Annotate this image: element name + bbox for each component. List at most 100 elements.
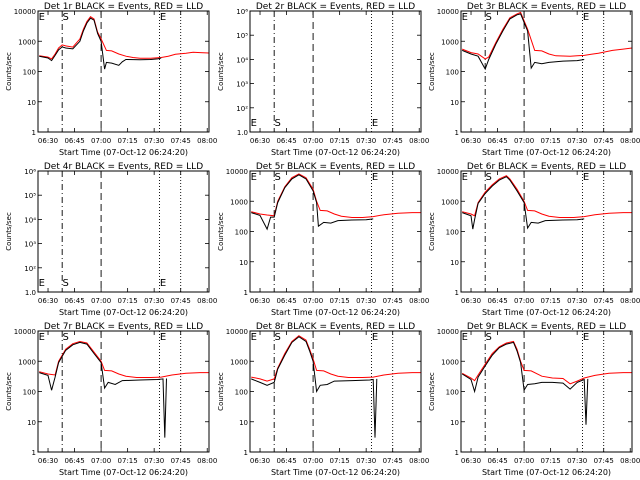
x-tick-label: 07:00 <box>303 297 323 305</box>
chart-title: Det 2r BLACK = Events, RED = LLD <box>256 2 415 12</box>
marker-label-e: E <box>372 332 378 343</box>
y-tick-label: 10 <box>27 99 36 107</box>
marker-label-e: E <box>160 332 166 343</box>
y-tick-label: 1000 <box>230 358 248 366</box>
chart-panel-5: Det 5r BLACK = Events, RED = LLD Counts/s… <box>217 162 429 317</box>
chart-panel-6: Det 6r BLACK = Events, RED = LLD Counts/s… <box>428 162 640 317</box>
x-axis-label: Start Time (07-Oct-12 06:24:20) <box>59 468 188 477</box>
x-tick-label: 07:15 <box>330 457 350 465</box>
y-axis-label: Counts/sec <box>5 212 13 251</box>
y-tick-label: 10 <box>239 259 248 267</box>
x-tick-label: 08:00 <box>197 137 217 145</box>
y-tick-label: 10 <box>450 259 459 267</box>
marker-label-e: E <box>462 332 468 343</box>
marker-label-e: E <box>160 12 166 23</box>
y-tick-label: 100 <box>23 69 36 77</box>
plot-frame <box>460 330 633 453</box>
y-tick-label: 10000 <box>14 8 36 16</box>
y-axis-label: Counts/sec <box>428 52 436 91</box>
y-tick-label: 10⁶ <box>24 168 36 176</box>
y-tick-label: 1 <box>32 449 36 457</box>
x-axis-label: Start Time (07-Oct-12 06:24:20) <box>59 148 188 157</box>
marker-label-e: E <box>462 12 468 23</box>
chart-title: Det 8r BLACK = Events, RED = LLD <box>256 322 415 332</box>
events-series-line <box>462 176 585 230</box>
chart-title: Det 9r BLACK = Events, RED = LLD <box>467 322 626 332</box>
x-tick-label: 07:00 <box>91 297 111 305</box>
marker-label-e: E <box>39 12 45 23</box>
x-axis-label: Start Time (07-Oct-12 06:24:20) <box>59 308 188 317</box>
y-tick-label: 1000 <box>18 358 36 366</box>
lld-series-line <box>462 175 632 218</box>
marker-label-s: S <box>275 118 281 129</box>
marker-label-e: E <box>583 332 589 343</box>
x-tick-label: 06:30 <box>250 457 270 465</box>
y-tick-label: 10000 <box>437 168 459 176</box>
marker-label-s: S <box>275 172 281 183</box>
y-tick-label: 1000 <box>441 38 459 46</box>
chart-title: Det 7r BLACK = Events, RED = LLD <box>44 322 203 332</box>
x-tick-label: 07:45 <box>594 137 614 145</box>
marker-label-e: E <box>251 332 257 343</box>
y-tick-label: 1000 <box>441 198 459 206</box>
x-tick-label: 07:30 <box>356 137 376 145</box>
x-tick-label: 07:45 <box>383 457 403 465</box>
y-tick-label: 10⁴ <box>236 56 248 64</box>
marker-label-s: S <box>275 332 281 343</box>
chart-panel-2: Det 2r BLACK = Events, RED = LLD Counts/s… <box>217 2 429 157</box>
chart-panel-7: Det 7r BLACK = Events, RED = LLD Counts/s… <box>5 322 217 477</box>
y-tick-label: 10 <box>450 419 459 427</box>
y-tick-label: 1 <box>455 449 459 457</box>
x-tick-label: 08:00 <box>409 297 429 305</box>
chart-panel-1: Det 1r BLACK = Events, RED = LLD Counts/s… <box>5 2 217 157</box>
x-tick-label: 07:15 <box>118 457 138 465</box>
x-tick-label: 07:15 <box>541 297 561 305</box>
plot-frame <box>460 170 633 293</box>
x-tick-label: 07:45 <box>383 137 403 145</box>
x-tick-label: 06:45 <box>276 457 296 465</box>
lld-series-line <box>462 11 633 60</box>
marker-label-e: E <box>39 332 45 343</box>
plot-frame <box>37 170 210 293</box>
y-tick-label: 1000 <box>18 38 36 46</box>
y-axis-label: Counts/sec <box>428 372 436 411</box>
x-tick-label: 06:45 <box>64 457 84 465</box>
marker-label-e: E <box>251 172 257 183</box>
x-axis-label: Start Time (07-Oct-12 06:24:20) <box>482 148 611 157</box>
x-tick-label: 07:30 <box>567 457 587 465</box>
marker-label-s: S <box>63 278 69 289</box>
x-tick-label: 06:45 <box>487 297 507 305</box>
x-tick-label: 07:30 <box>356 297 376 305</box>
chart-title: Det 1r BLACK = Events, RED = LLD <box>44 2 203 12</box>
x-tick-label: 07:45 <box>594 457 614 465</box>
y-tick-label: 10⁵ <box>236 32 248 40</box>
y-tick-label: 1 <box>244 289 248 297</box>
y-axis-label: Counts/sec <box>217 52 225 91</box>
x-tick-label: 07:30 <box>567 297 587 305</box>
marker-label-s: S <box>486 172 492 183</box>
y-tick-label: 1000 <box>230 198 248 206</box>
x-tick-label: 08:00 <box>620 297 640 305</box>
marker-label-e: E <box>39 278 45 289</box>
x-tick-label: 06:30 <box>38 457 58 465</box>
y-tick-label: 10³ <box>24 241 36 249</box>
y-tick-label: 1 <box>455 289 459 297</box>
marker-label-e: E <box>160 278 166 289</box>
y-tick-label: 100 <box>446 389 459 397</box>
y-axis-label: Counts/sec <box>428 212 436 251</box>
x-tick-label: 06:30 <box>38 137 58 145</box>
x-tick-label: 07:30 <box>356 457 376 465</box>
marker-label-s: S <box>486 332 492 343</box>
chart-panel-3: Det 3r BLACK = Events, RED = LLD Counts/s… <box>428 2 640 157</box>
events-series-line <box>462 13 585 71</box>
x-axis-label: Start Time (07-Oct-12 06:24:20) <box>271 468 400 477</box>
x-tick-label: 06:45 <box>487 137 507 145</box>
y-tick-label: 10000 <box>14 328 36 336</box>
y-tick-label: 100 <box>446 229 459 237</box>
events-series-line <box>39 17 162 70</box>
y-tick-label: 10⁶ <box>236 8 248 16</box>
y-tick-label: 10⁴ <box>24 216 36 224</box>
x-tick-label: 07:15 <box>118 137 138 145</box>
marker-label-e: E <box>372 172 378 183</box>
